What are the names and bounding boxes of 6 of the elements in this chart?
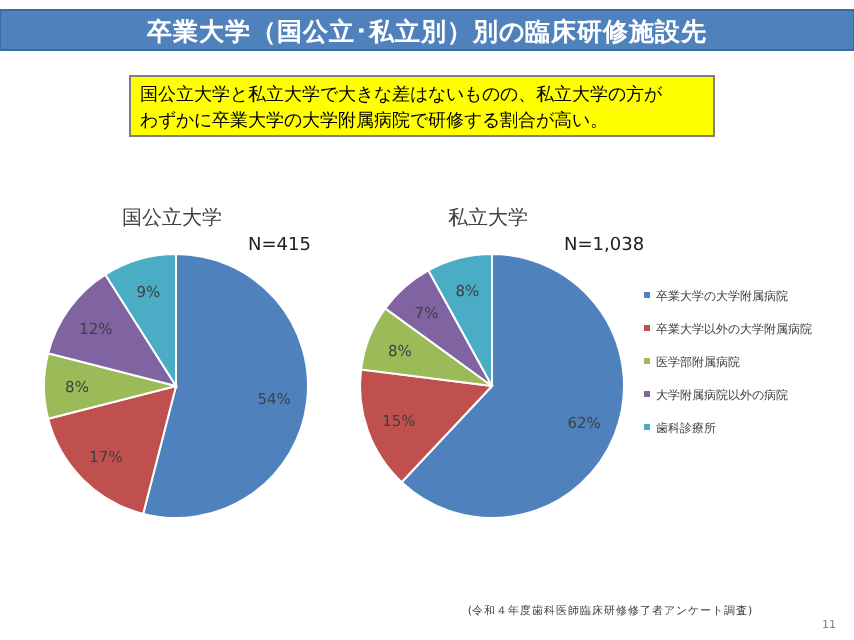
text: N=1,038 [564, 236, 645, 256]
text: 国公立大学と私立大学で大きな差はないものの、私立大学の方がわずかに卒業大学の大学附属病院で研修する割合が高い。 [140, 84, 664, 132]
chart-title: 私立大学 [448, 206, 528, 230]
text: N=415 [248, 236, 311, 256]
chart-title: 国公立大学 [122, 206, 222, 230]
text: 卒業大学（国公立･私立別）別の臨床研修施設先 [145, 16, 707, 46]
